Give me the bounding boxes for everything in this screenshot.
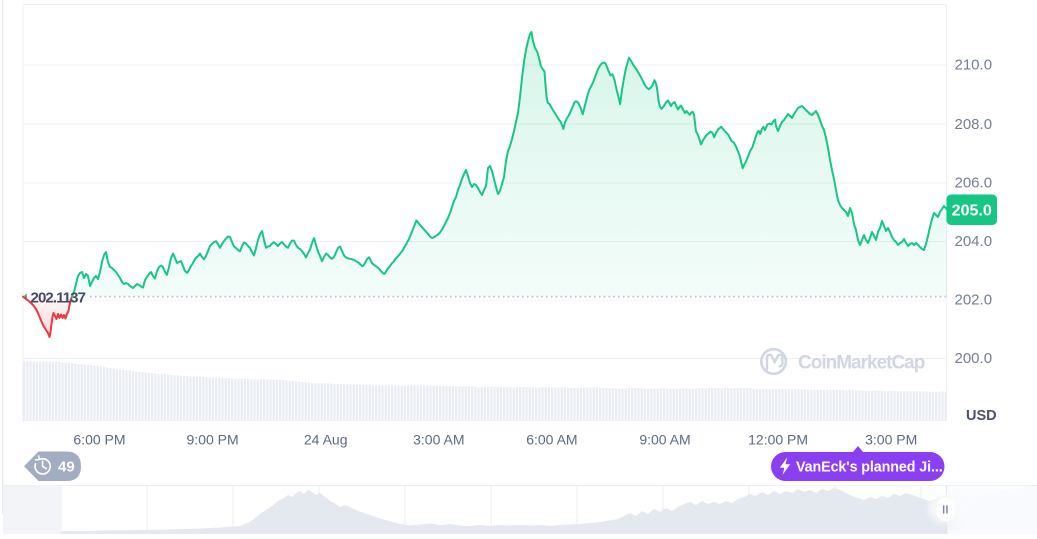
svg-text:205.0: 205.0	[952, 203, 992, 220]
svg-text:12:00 PM: 12:00 PM	[748, 432, 808, 448]
svg-text:202.0: 202.0	[955, 292, 993, 309]
svg-text:210.0: 210.0	[955, 57, 993, 74]
svg-text:CoinMarketCap: CoinMarketCap	[798, 353, 925, 374]
svg-text:9:00 PM: 9:00 PM	[187, 432, 239, 448]
svg-text:VanEck's planned Ji...: VanEck's planned Ji...	[796, 460, 943, 476]
svg-text:204.0: 204.0	[955, 233, 993, 250]
svg-text:6:00 PM: 6:00 PM	[73, 432, 125, 448]
svg-text:6:00 AM: 6:00 AM	[526, 432, 577, 448]
svg-text:3:00 PM: 3:00 PM	[865, 432, 917, 448]
svg-text:9:00 AM: 9:00 AM	[639, 432, 690, 448]
svg-text:3:00 AM: 3:00 AM	[413, 432, 464, 448]
svg-text:USD: USD	[966, 408, 997, 424]
svg-text:206.0: 206.0	[955, 175, 993, 192]
svg-text:24 Aug: 24 Aug	[304, 432, 348, 448]
svg-text:208.0: 208.0	[955, 116, 993, 133]
svg-text:202.1137: 202.1137	[31, 289, 86, 306]
svg-text:49: 49	[58, 459, 75, 476]
svg-text:200.0: 200.0	[955, 350, 993, 367]
